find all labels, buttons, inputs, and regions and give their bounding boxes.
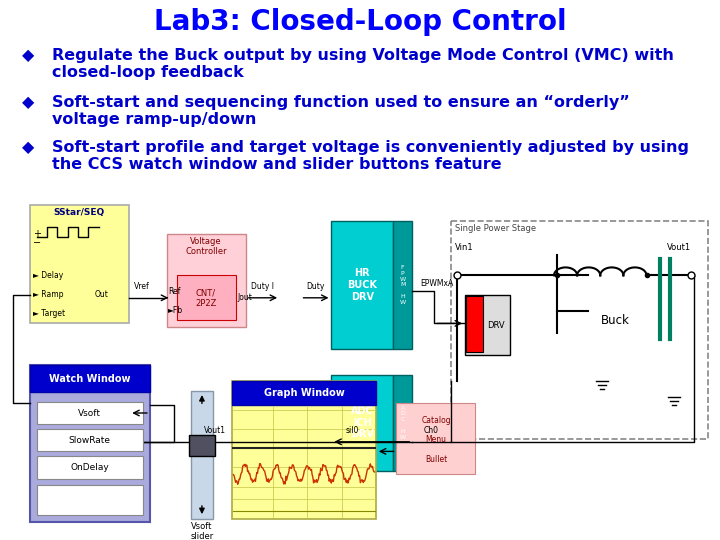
Bar [37, 485, 143, 515]
Text: ◆: ◆ [22, 95, 34, 110]
Text: Vin1: Vin1 [455, 244, 473, 252]
Text: Bullet: Bullet [425, 455, 447, 464]
Text: Regulate the Buck output by using Voltage Mode Control (VMC) with
closed-loop fe: Regulate the Buck output by using Voltag… [52, 48, 674, 80]
Text: Vref: Vref [134, 282, 150, 292]
Bar [331, 221, 393, 349]
Bar [30, 365, 150, 392]
Text: Jout: Jout [238, 293, 253, 302]
Text: Lab3: Closed-Loop Control: Lab3: Closed-Loop Control [153, 8, 567, 36]
Text: SStar/SEQ: SStar/SEQ [54, 208, 105, 217]
Text: ►Fb: ►Fb [168, 306, 184, 315]
Text: EPWMxA: EPWMxA [420, 279, 454, 288]
Bar [37, 456, 143, 478]
Bar [331, 375, 393, 470]
Text: Catalog: Catalog [421, 416, 451, 425]
Bar [189, 435, 215, 456]
Text: F
P
W
M

H
W: F P W M H W [400, 265, 405, 305]
Text: Ch0: Ch0 [423, 427, 438, 435]
Bar [451, 221, 708, 438]
Text: SlowRate: SlowRate [68, 436, 111, 445]
Bar [232, 381, 376, 405]
Text: ◆: ◆ [22, 140, 34, 155]
Bar [30, 205, 130, 323]
Text: sil0: sil0 [346, 427, 359, 435]
Text: HR
BUCK
DRV: HR BUCK DRV [347, 268, 377, 302]
Text: Menu: Menu [426, 435, 446, 444]
Text: ► Target: ► Target [33, 309, 66, 318]
Text: Single Power Stage: Single Power Stage [455, 224, 536, 233]
Text: Soft-start and sequencing function used to ensure an “orderly”
voltage ramp-up/d: Soft-start and sequencing function used … [52, 95, 630, 127]
Text: CNT/
2P2Z: CNT/ 2P2Z [195, 288, 217, 307]
Bar [465, 295, 510, 355]
Text: Soft-start profile and target voltage is conveniently adjusted by using
the CCS : Soft-start profile and target voltage is… [52, 140, 689, 172]
Text: +: + [33, 229, 42, 239]
Bar [232, 381, 376, 518]
Text: Vout1: Vout1 [204, 427, 226, 435]
Bar [177, 275, 235, 320]
Bar [37, 429, 143, 451]
Bar [397, 403, 475, 474]
Text: Duty I: Duty I [251, 282, 274, 292]
Text: Buck: Buck [601, 314, 630, 327]
Text: DRV: DRV [487, 321, 505, 329]
Bar [393, 221, 413, 349]
Bar [30, 365, 150, 522]
Text: Vsoft
slider: Vsoft slider [190, 522, 214, 540]
Text: Ref: Ref [168, 287, 181, 296]
Bar [467, 296, 483, 352]
Text: Graph Window: Graph Window [264, 388, 344, 398]
Bar [191, 390, 213, 518]
Text: ► Ramp: ► Ramp [33, 290, 64, 299]
Text: ► Delay: ► Delay [33, 271, 63, 280]
Text: Voltage
Controller: Voltage Controller [185, 237, 227, 256]
Text: −: − [33, 238, 42, 248]
Bar [167, 234, 246, 327]
Text: A
D
C

H
W: A D C H W [400, 406, 405, 440]
Text: OnDelay: OnDelay [71, 463, 109, 472]
Text: Vsoft: Vsoft [78, 408, 101, 417]
Text: Duty: Duty [307, 282, 325, 292]
Text: ◆: ◆ [22, 48, 34, 63]
Text: ADC
ICH
DRV: ADC ICH DRV [351, 406, 374, 439]
Text: Vout1: Vout1 [667, 244, 691, 252]
Text: Watch Window: Watch Window [49, 374, 130, 384]
Bar [37, 402, 143, 424]
Text: Out: Out [95, 290, 109, 299]
Bar [393, 375, 413, 470]
